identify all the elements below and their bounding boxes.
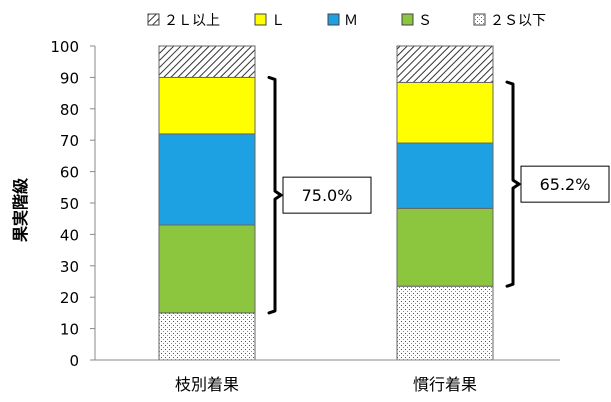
- bar-segment: [158, 45, 256, 78]
- x-category-label: 慣行着果: [413, 375, 477, 394]
- bar-segment: [158, 312, 256, 361]
- bar-segment: [396, 45, 494, 83]
- legend-label: ２Ｌ以上: [164, 13, 220, 29]
- bar-segment: [396, 142, 494, 209]
- legend-label: Ｓ: [418, 13, 432, 29]
- legend-swatch: [473, 13, 486, 26]
- annotation-box: [520, 165, 610, 203]
- annotation-box: [282, 176, 372, 214]
- x-category-label: 枝別着果: [175, 375, 239, 394]
- annotations: 75.0% 65.2%: [267, 75, 610, 315]
- legend-swatch: [327, 13, 340, 26]
- y-axis: 0 10 20 30 40 50 60 70 80 90 100: [50, 38, 96, 370]
- annotation-bracket: [267, 75, 283, 315]
- x-axis: 枝別着果 慣行着果: [95, 359, 560, 394]
- y-tick-label: 80: [60, 101, 79, 119]
- bar-segment: [396, 81, 494, 144]
- y-tick-label: 40: [60, 226, 79, 244]
- y-tick-label: 70: [60, 132, 79, 150]
- y-tick-label: 90: [60, 69, 79, 87]
- bars: [158, 45, 494, 361]
- y-axis-label: 果実階級: [11, 178, 30, 243]
- annotation-label: 65.2%: [540, 175, 591, 194]
- y-tick-label: 10: [60, 321, 79, 339]
- legend-label: Ｍ: [344, 13, 358, 29]
- y-tick-label: 100: [50, 38, 79, 56]
- bar-segment: [396, 285, 494, 361]
- legend: ２Ｌ以上 Ｌ Ｍ Ｓ ２Ｓ以下: [147, 13, 546, 29]
- y-tick-label: 60: [60, 164, 79, 182]
- annotation-label: 75.0%: [302, 186, 353, 205]
- legend-label: Ｌ: [271, 13, 285, 29]
- bar-segment: [158, 76, 256, 135]
- legend-swatch: [147, 13, 160, 26]
- legend-label: ２Ｓ以下: [490, 13, 546, 29]
- legend-swatch: [401, 13, 414, 26]
- bar-segment: [158, 133, 256, 226]
- bar-segment: [396, 207, 494, 287]
- y-tick-label: 20: [60, 289, 79, 307]
- bar-segment: [158, 224, 256, 314]
- y-tick-label: 30: [60, 258, 79, 276]
- y-tick-label: 0: [69, 352, 79, 370]
- legend-swatch: [254, 13, 267, 26]
- y-tick-label: 50: [60, 195, 79, 213]
- annotation-bracket: [505, 80, 521, 288]
